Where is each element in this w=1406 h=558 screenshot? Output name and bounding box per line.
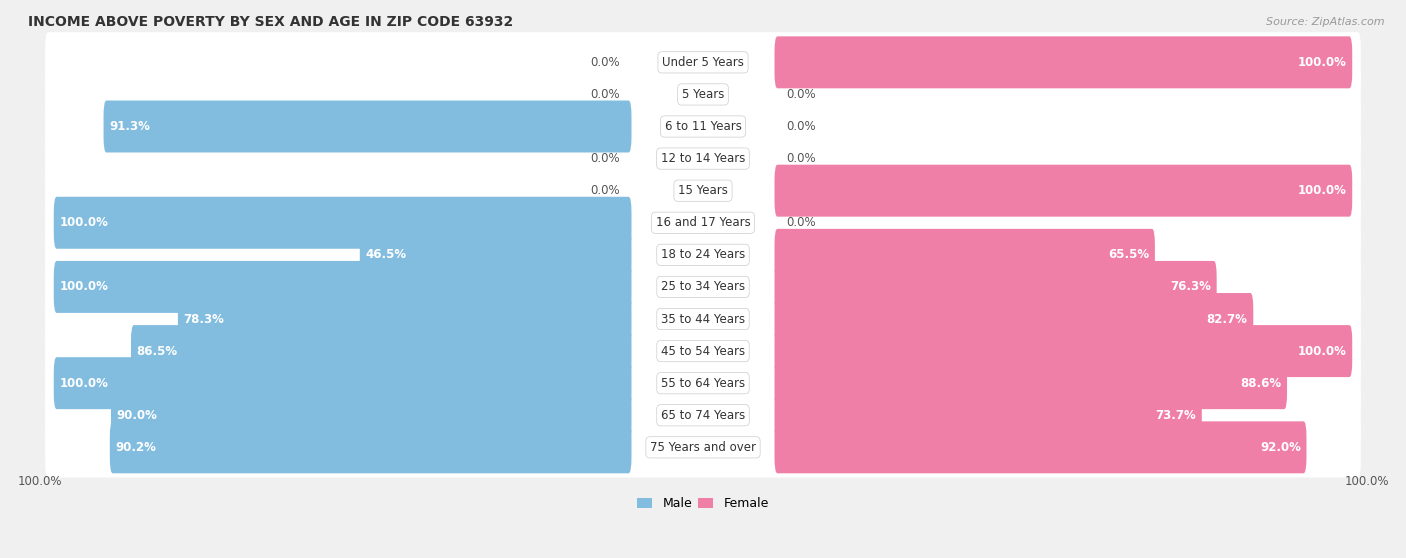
- Text: 45 to 54 Years: 45 to 54 Years: [661, 345, 745, 358]
- FancyBboxPatch shape: [775, 229, 1154, 281]
- Text: 35 to 44 Years: 35 to 44 Years: [661, 312, 745, 325]
- Text: 0.0%: 0.0%: [591, 88, 620, 101]
- FancyBboxPatch shape: [45, 385, 1361, 445]
- Text: 100.0%: 100.0%: [1298, 56, 1347, 69]
- Text: 92.0%: 92.0%: [1260, 441, 1301, 454]
- Text: 100.0%: 100.0%: [59, 217, 108, 229]
- Text: 0.0%: 0.0%: [591, 184, 620, 197]
- FancyBboxPatch shape: [179, 293, 631, 345]
- Text: 65 to 74 Years: 65 to 74 Years: [661, 409, 745, 422]
- FancyBboxPatch shape: [45, 128, 1361, 189]
- FancyBboxPatch shape: [775, 36, 1353, 88]
- Text: 0.0%: 0.0%: [786, 152, 815, 165]
- Text: 15 Years: 15 Years: [678, 184, 728, 197]
- Legend: Male, Female: Male, Female: [633, 492, 773, 515]
- FancyBboxPatch shape: [360, 229, 631, 281]
- Text: 76.3%: 76.3%: [1170, 281, 1211, 294]
- Text: 82.7%: 82.7%: [1206, 312, 1247, 325]
- Text: 0.0%: 0.0%: [591, 56, 620, 69]
- Text: 100.0%: 100.0%: [59, 377, 108, 389]
- Text: 100.0%: 100.0%: [59, 281, 108, 294]
- Text: 75 Years and over: 75 Years and over: [650, 441, 756, 454]
- FancyBboxPatch shape: [775, 421, 1306, 473]
- FancyBboxPatch shape: [45, 161, 1361, 221]
- Text: INCOME ABOVE POVERTY BY SEX AND AGE IN ZIP CODE 63932: INCOME ABOVE POVERTY BY SEX AND AGE IN Z…: [28, 15, 513, 29]
- FancyBboxPatch shape: [775, 293, 1253, 345]
- Text: 0.0%: 0.0%: [591, 152, 620, 165]
- Text: 0.0%: 0.0%: [786, 120, 815, 133]
- Text: 18 to 24 Years: 18 to 24 Years: [661, 248, 745, 261]
- Text: Source: ZipAtlas.com: Source: ZipAtlas.com: [1267, 17, 1385, 27]
- FancyBboxPatch shape: [775, 261, 1216, 313]
- Text: 65.5%: 65.5%: [1108, 248, 1149, 261]
- Text: 90.2%: 90.2%: [115, 441, 156, 454]
- FancyBboxPatch shape: [45, 321, 1361, 381]
- FancyBboxPatch shape: [775, 165, 1353, 217]
- FancyBboxPatch shape: [110, 421, 631, 473]
- Text: 46.5%: 46.5%: [366, 248, 406, 261]
- FancyBboxPatch shape: [775, 357, 1286, 409]
- Text: 0.0%: 0.0%: [786, 217, 815, 229]
- FancyBboxPatch shape: [53, 197, 631, 249]
- Text: 100.0%: 100.0%: [1298, 345, 1347, 358]
- FancyBboxPatch shape: [45, 353, 1361, 413]
- FancyBboxPatch shape: [45, 64, 1361, 124]
- FancyBboxPatch shape: [45, 32, 1361, 93]
- Text: 88.6%: 88.6%: [1240, 377, 1281, 389]
- Text: Under 5 Years: Under 5 Years: [662, 56, 744, 69]
- Text: 73.7%: 73.7%: [1156, 409, 1197, 422]
- FancyBboxPatch shape: [45, 225, 1361, 285]
- FancyBboxPatch shape: [104, 100, 631, 152]
- FancyBboxPatch shape: [45, 289, 1361, 349]
- Text: 5 Years: 5 Years: [682, 88, 724, 101]
- FancyBboxPatch shape: [111, 389, 631, 441]
- FancyBboxPatch shape: [53, 261, 631, 313]
- Text: 86.5%: 86.5%: [136, 345, 177, 358]
- Text: 55 to 64 Years: 55 to 64 Years: [661, 377, 745, 389]
- FancyBboxPatch shape: [45, 417, 1361, 478]
- Text: 25 to 34 Years: 25 to 34 Years: [661, 281, 745, 294]
- Text: 78.3%: 78.3%: [184, 312, 225, 325]
- Text: 91.3%: 91.3%: [110, 120, 150, 133]
- FancyBboxPatch shape: [131, 325, 631, 377]
- FancyBboxPatch shape: [53, 357, 631, 409]
- Text: 100.0%: 100.0%: [1298, 184, 1347, 197]
- FancyBboxPatch shape: [775, 325, 1353, 377]
- Text: 12 to 14 Years: 12 to 14 Years: [661, 152, 745, 165]
- FancyBboxPatch shape: [45, 193, 1361, 253]
- FancyBboxPatch shape: [45, 97, 1361, 157]
- Text: 90.0%: 90.0%: [117, 409, 157, 422]
- Text: 16 and 17 Years: 16 and 17 Years: [655, 217, 751, 229]
- Text: 6 to 11 Years: 6 to 11 Years: [665, 120, 741, 133]
- FancyBboxPatch shape: [775, 389, 1202, 441]
- Text: 0.0%: 0.0%: [786, 88, 815, 101]
- FancyBboxPatch shape: [45, 257, 1361, 317]
